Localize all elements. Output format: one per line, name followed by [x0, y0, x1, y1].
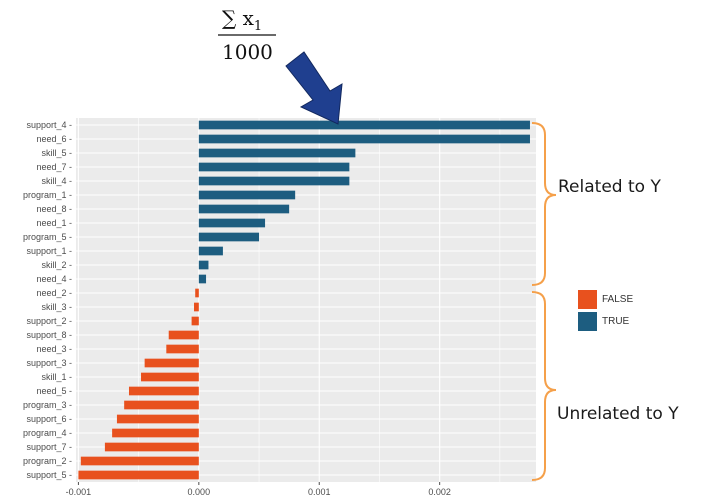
- bar-program_4: [112, 428, 199, 438]
- arrow-icon: [285, 51, 343, 125]
- x-tick-label: -0.001: [66, 487, 92, 497]
- bar-need_8: [198, 204, 290, 214]
- related-brace: [531, 122, 557, 286]
- bar-need_5: [128, 386, 199, 396]
- formula-denominator: 1000: [222, 40, 273, 64]
- y-tick-label: support_2 -: [26, 316, 72, 326]
- bar-support_7: [104, 442, 199, 452]
- y-tick-label: support_1 -: [26, 246, 72, 256]
- bar-need_7: [198, 162, 350, 172]
- y-tick-label: support_6 -: [26, 414, 72, 424]
- formula-annotation: ∑ x1 1000: [218, 6, 276, 64]
- bar-need_2: [195, 288, 199, 298]
- bar-support_8: [168, 330, 199, 340]
- legend-label-true: TRUE: [602, 316, 630, 327]
- bar-support_6: [116, 414, 199, 424]
- x-tick-label: 0.000: [188, 487, 211, 497]
- bar-program_1: [198, 190, 296, 200]
- unrelated-brace: [531, 291, 557, 481]
- y-tick-label: program_4 -: [23, 428, 72, 438]
- y-tick-label: program_5 -: [23, 232, 72, 242]
- legend: FALSE TRUE: [578, 290, 633, 331]
- y-tick-label: need_7 -: [36, 162, 72, 172]
- y-tick-label: need_5 -: [36, 386, 72, 396]
- bar-support_3: [144, 358, 199, 368]
- legend-swatch-false: [578, 290, 597, 309]
- bars: [78, 120, 530, 480]
- bar-need_6: [198, 134, 530, 144]
- y-tick-label: support_5 -: [26, 470, 72, 480]
- y-tick-label: skill_1 -: [41, 372, 72, 382]
- x-tick-labels: -0.001 0.000 0.001 0.002: [66, 482, 451, 497]
- bar-support_1: [198, 246, 223, 256]
- y-tick-label: need_2 -: [36, 288, 72, 298]
- x-tick-label: 0.002: [428, 487, 451, 497]
- legend-swatch-true: [578, 312, 597, 331]
- y-tick-labels: support_4 - need_6 - skill_5 - need_7 - skil…: [23, 120, 72, 480]
- y-tick-label: need_1 -: [36, 218, 72, 228]
- y-tick-label: support_8 -: [26, 330, 72, 340]
- bar-support_4: [198, 120, 530, 130]
- y-tick-label: need_8 -: [36, 204, 72, 214]
- y-tick-label: skill_5 -: [41, 148, 72, 158]
- y-tick-label: program_3 -: [23, 400, 72, 410]
- y-tick-label: need_4 -: [36, 274, 72, 284]
- bar-support_2: [191, 316, 199, 326]
- bar-skill_1: [141, 372, 199, 382]
- y-tick-label: need_3 -: [36, 344, 72, 354]
- x-tick-label: 0.001: [308, 487, 331, 497]
- unrelated-label: Unrelated to Y: [557, 404, 679, 424]
- bar-support_5: [78, 470, 199, 480]
- y-tick-label: program_1 -: [23, 190, 72, 200]
- bar-skill_2: [198, 260, 209, 270]
- y-tick-label: skill_4 -: [41, 176, 72, 186]
- bar-program_5: [198, 232, 260, 242]
- y-tick-label: support_3 -: [26, 358, 72, 368]
- y-tick-label: program_2 -: [23, 456, 72, 466]
- plot-panel: [76, 118, 536, 482]
- bar-need_3: [166, 344, 199, 354]
- bar-program_3: [124, 400, 199, 410]
- bar-program_2: [80, 456, 199, 466]
- y-tick-label: need_6 -: [36, 134, 72, 144]
- bar-need_4: [198, 274, 207, 284]
- formula-numerator: ∑ x1: [222, 6, 262, 34]
- related-label: Related to Y: [558, 177, 661, 197]
- bar-skill_3: [194, 302, 199, 312]
- bar-skill_5: [198, 148, 356, 158]
- y-tick-label: support_4 -: [26, 120, 72, 130]
- y-tick-label: skill_3 -: [41, 302, 72, 312]
- bar-need_1: [198, 218, 266, 228]
- y-tick-label: support_7 -: [26, 442, 72, 452]
- y-tick-label: skill_2 -: [41, 260, 72, 270]
- bar-skill_4: [198, 176, 350, 186]
- legend-label-false: FALSE: [602, 294, 633, 305]
